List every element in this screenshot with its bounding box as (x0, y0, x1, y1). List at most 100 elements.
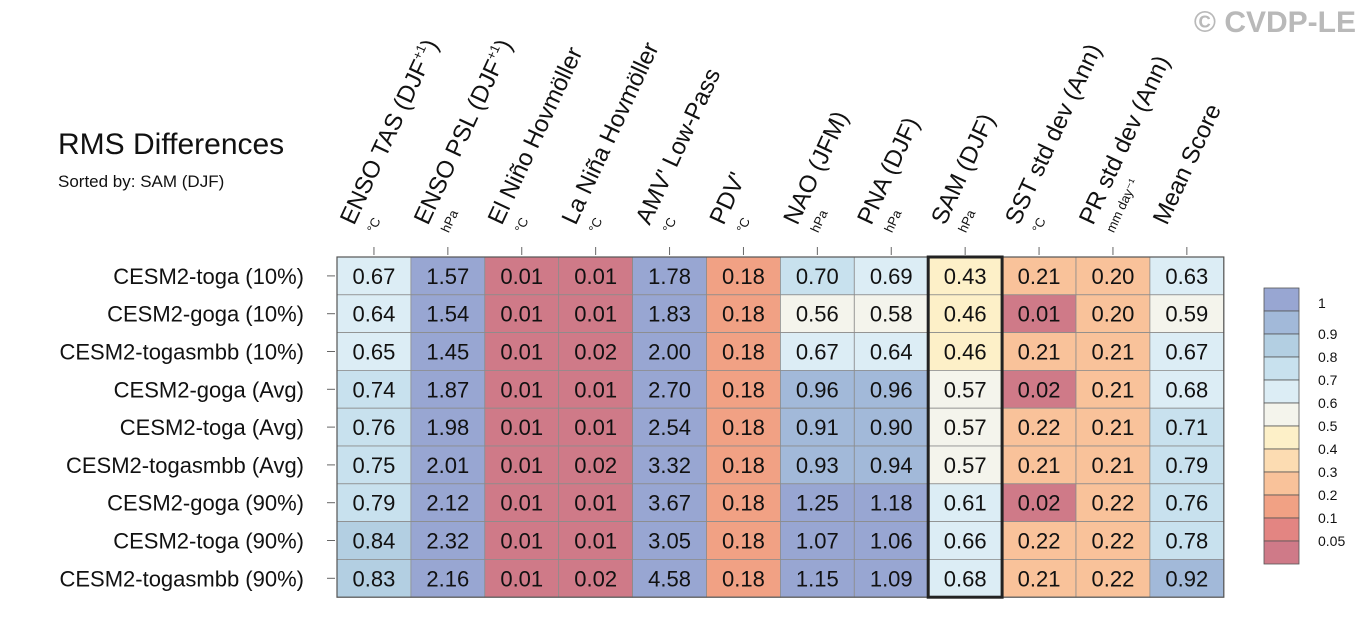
heatmap-cell (853, 332, 929, 371)
heatmap-cell (927, 407, 1003, 447)
colorbar-segment (1263, 287, 1300, 312)
colorbar-segment (1263, 333, 1300, 358)
row-label: CESM2-togasmbb (10%) (59, 340, 304, 365)
heatmap-cell (484, 559, 560, 598)
heatmap-cell (558, 294, 634, 333)
heatmap-cell (484, 445, 560, 485)
heatmap-cell (410, 521, 486, 560)
cell-value: 2.12 (426, 491, 469, 516)
heatmap-cell (1149, 445, 1225, 485)
row-label: CESM2-togasmbb (90%) (59, 566, 304, 591)
heatmap-cell (410, 369, 486, 409)
watermark: © CVDP-LE (1193, 6, 1356, 39)
heatmap-cell (780, 483, 855, 522)
cell-value: 0.79 (353, 491, 396, 516)
cell-value: 2.70 (648, 377, 691, 402)
heatmap-cell (484, 483, 560, 522)
cell-value: 4.58 (648, 566, 691, 591)
cell-value: 0.84 (353, 529, 396, 554)
heatmap-cell (706, 332, 781, 371)
heatmap-cell (706, 256, 781, 296)
cell-value: 0.02 (574, 566, 617, 591)
cell-value: 0.43 (944, 264, 987, 289)
heatmap-cell (780, 407, 855, 447)
heatmap-cell (706, 559, 781, 598)
cell-value: 0.18 (722, 529, 765, 554)
colorbar-label: 0.1 (1318, 510, 1338, 526)
cell-value: 1.87 (426, 377, 469, 402)
cell-value: 0.59 (1165, 302, 1208, 327)
colorbar-segment (1263, 310, 1300, 335)
cell-value: 0.79 (1165, 453, 1208, 478)
heatmap-cell (336, 521, 412, 560)
cell-value: 0.57 (944, 415, 987, 440)
cell-value: 0.18 (722, 491, 765, 516)
cell-value: 0.57 (944, 377, 987, 402)
cell-value: 3.32 (648, 453, 691, 478)
cell-value: 0.01 (574, 529, 617, 554)
cell-value: 0.02 (1018, 491, 1061, 516)
column-labels: ENSO TAS (DJF+1)°C ENSO PSL (DJF+1)hPa El … (335, 35, 1227, 255)
row-label: CESM2-goga (90%) (107, 491, 304, 516)
cell-value: 0.21 (1092, 415, 1135, 440)
heatmap-cell (1001, 445, 1077, 485)
cell-value: 0.74 (353, 377, 396, 402)
cell-value: 2.01 (426, 453, 469, 478)
colorbar-segment (1263, 471, 1300, 496)
cell-value: 0.02 (574, 340, 617, 365)
colorbar-label: 0.3 (1318, 464, 1338, 480)
cell-value: 1.06 (870, 529, 913, 554)
cell-value: 1.83 (648, 302, 691, 327)
cell-value: 0.93 (796, 453, 839, 478)
heatmap-cell (1001, 559, 1077, 598)
cell-value: 0.18 (722, 264, 765, 289)
column-unit: °C (586, 215, 606, 235)
cell-value: 0.76 (353, 415, 396, 440)
colorbar-segment (1263, 494, 1300, 519)
heatmap-cell (1075, 407, 1151, 447)
cell-value: 0.76 (1165, 491, 1208, 516)
cell-value: 0.67 (353, 264, 396, 289)
column-unit: °C (364, 215, 384, 235)
heatmap-cell (927, 256, 1003, 296)
heatmap-cell (706, 445, 781, 485)
cell-value: 0.22 (1092, 566, 1135, 591)
heatmap-cell (632, 369, 707, 409)
heatmap-cell (780, 521, 855, 560)
cell-value: 0.56 (796, 302, 839, 327)
row-label: CESM2-togasmbb (Avg) (66, 453, 304, 478)
colorbar: 1 0.9 0.8 0.7 0.6 0.5 0.4 0.3 0.2 0.1 0.05 (1263, 287, 1345, 565)
heatmap-cell (853, 369, 929, 409)
heatmap-cell (1001, 483, 1077, 522)
cell-value: 0.21 (1018, 566, 1061, 591)
cell-value: 0.18 (722, 415, 765, 440)
heatmap-cells: 0.67 1.57 0.01 0.01 1.78 0.18 0.70 0.69 0.43 0.21… (336, 256, 1225, 598)
heatmap-cell (632, 445, 707, 485)
heatmap-cell (780, 369, 855, 409)
cell-value: 0.01 (500, 302, 543, 327)
cell-value: 0.96 (870, 377, 913, 402)
heatmap-cell (1075, 483, 1151, 522)
cell-value: 0.75 (353, 453, 396, 478)
heatmap-cell (336, 559, 412, 598)
cell-value: 0.02 (574, 453, 617, 478)
heatmap-cell (927, 369, 1003, 409)
cell-value: 0.22 (1092, 491, 1135, 516)
colorbar-label: 0.05 (1318, 533, 1345, 549)
heatmap-cell (558, 559, 634, 598)
row-labels: CESM2-toga (10%) CESM2-goga (10%) CESM2-to… (59, 264, 335, 591)
heatmap-cell (336, 256, 412, 296)
heatmap-cell (1149, 369, 1225, 409)
cell-value: 0.01 (500, 491, 543, 516)
cell-value: 0.46 (944, 340, 987, 365)
heatmap-cell (853, 407, 929, 447)
cell-value: 0.21 (1092, 340, 1135, 365)
cell-value: 0.01 (500, 377, 543, 402)
cell-value: 0.58 (870, 302, 913, 327)
cell-value: 2.16 (426, 566, 469, 591)
heatmap-cell (1149, 559, 1225, 598)
column-unit: °C (512, 215, 532, 235)
cell-value: 1.45 (426, 340, 469, 365)
cell-value: 0.90 (870, 415, 913, 440)
